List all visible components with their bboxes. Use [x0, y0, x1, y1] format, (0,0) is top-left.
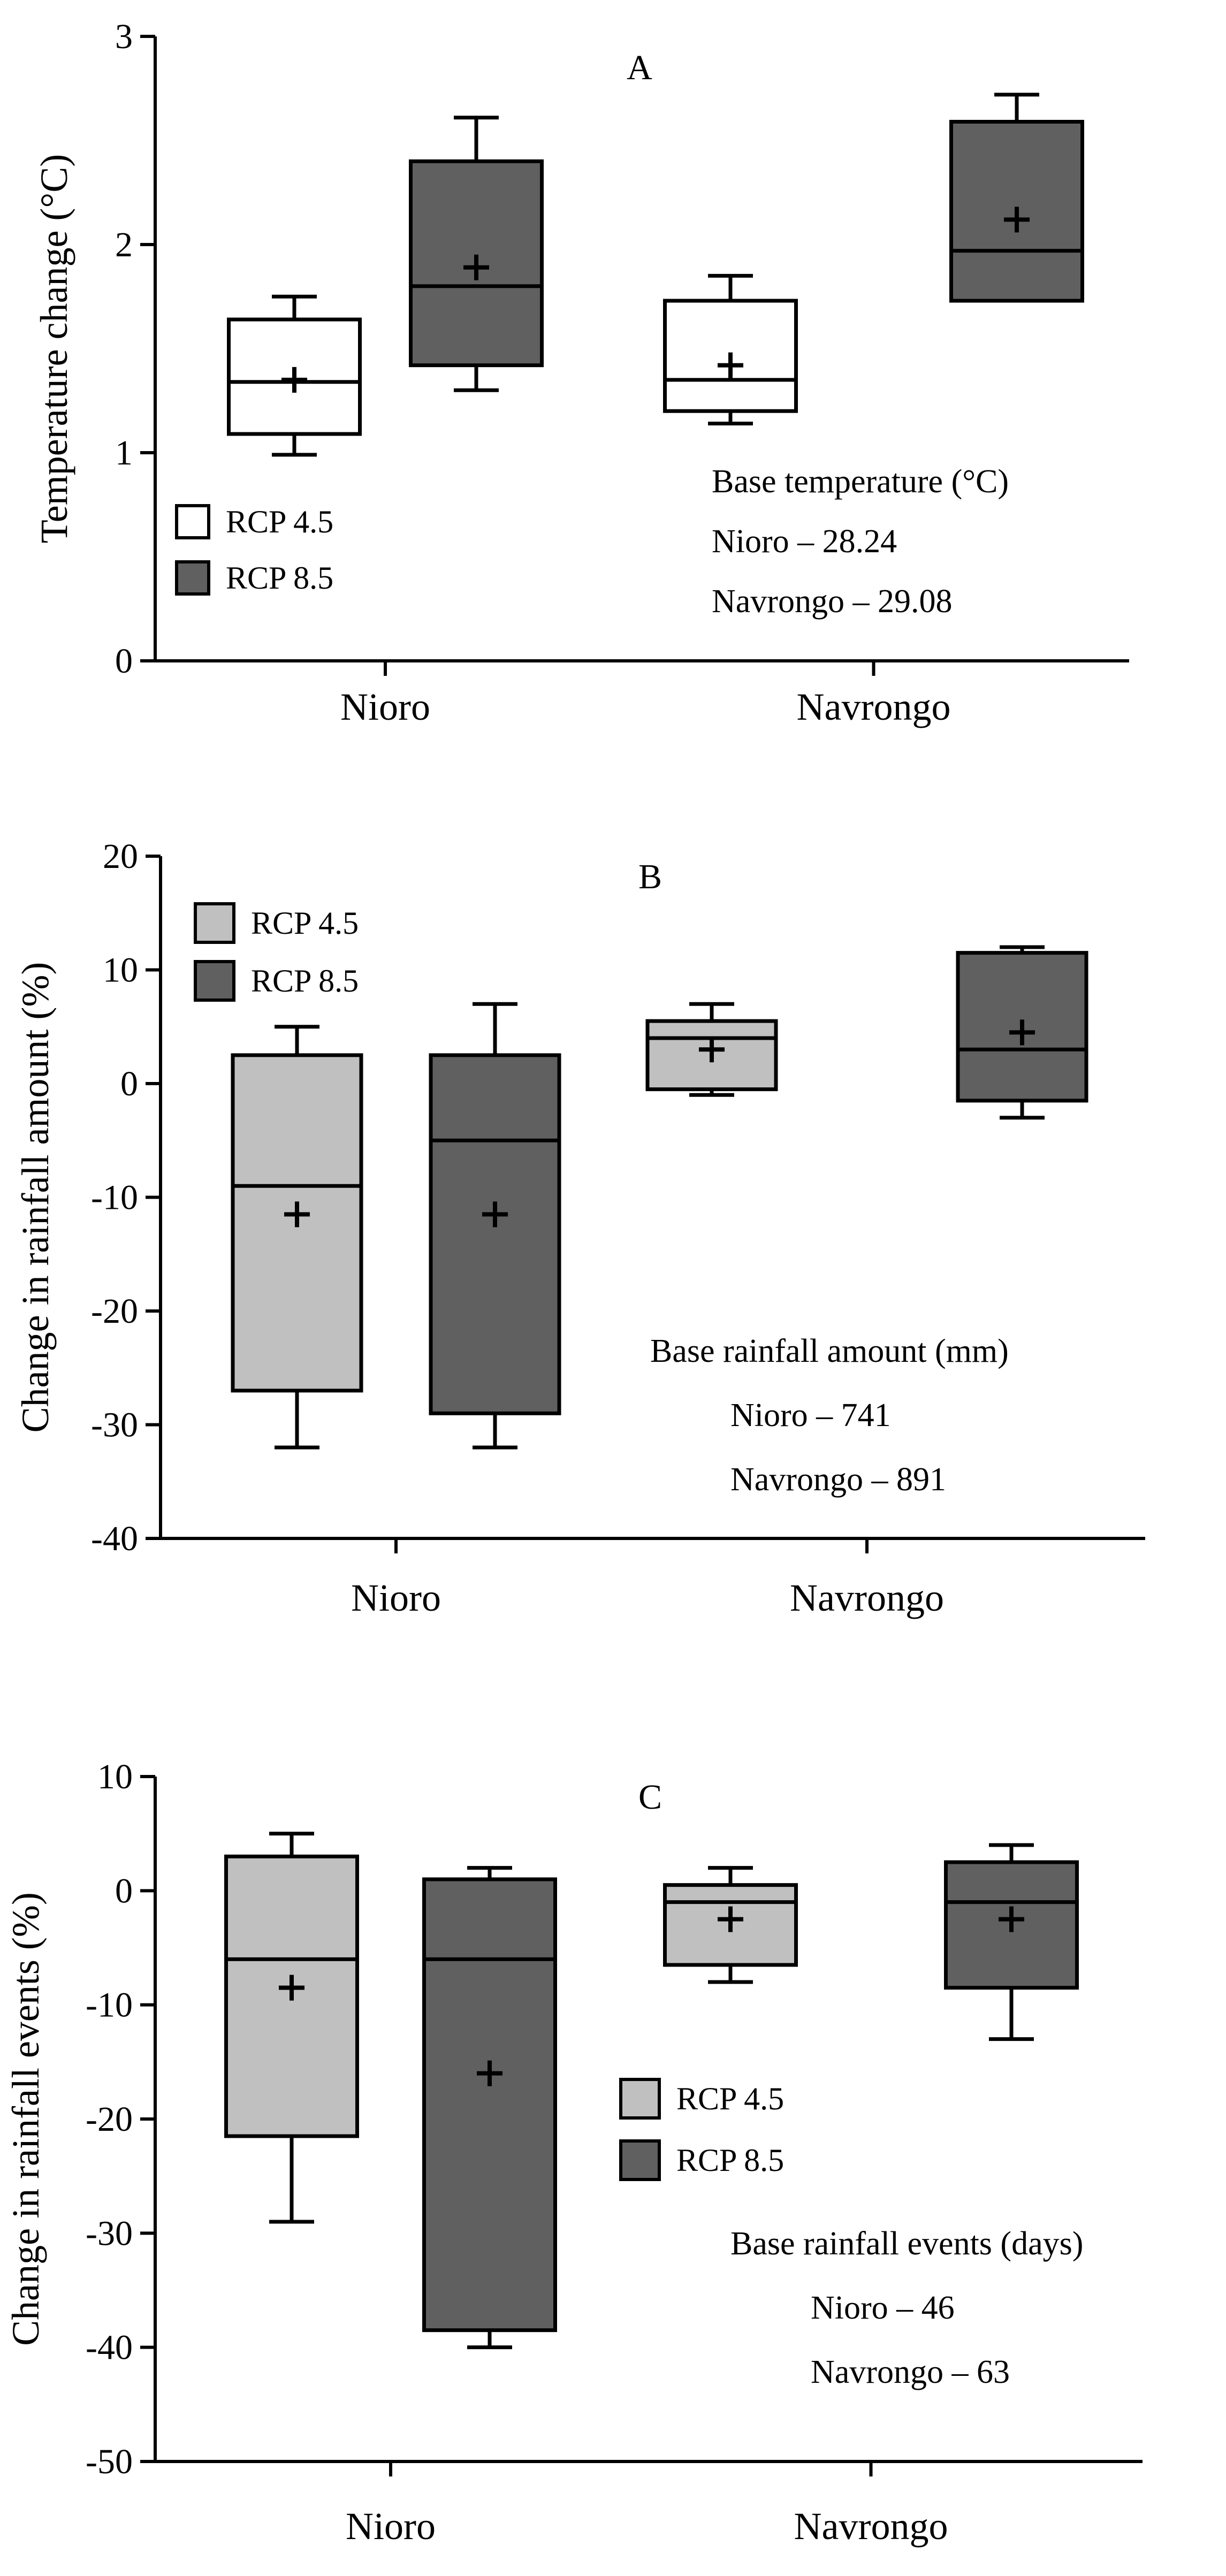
y-tick-label: 2 [115, 225, 133, 264]
y-axis-label: Change in rainfall events (%) [4, 1892, 47, 2346]
y-tick-label: 10 [103, 951, 138, 990]
box-rcp-4-5-navrongo [663, 1866, 798, 1984]
box-rcp-4-5-nioro [224, 1832, 359, 2224]
box-rcp-8-5-nioro [409, 116, 544, 392]
box-iqr [944, 1860, 1079, 1990]
chart-title: B [638, 857, 662, 896]
annotation-line: Nioro – 46 [811, 2290, 955, 2326]
x-tick-label: Navrongo [790, 1576, 944, 1619]
y-tick-label: 0 [120, 1064, 138, 1103]
legend-swatch [619, 2078, 661, 2120]
y-tick-label: 20 [103, 837, 138, 876]
annotation-line: Nioro – 28.24 [712, 523, 897, 560]
annotation-heading: Base rainfall events (days) [730, 2226, 1083, 2262]
y-tick-label: -30 [91, 1406, 138, 1445]
base-annotation: Base temperature (°C) Nioro – 28.24 Navron… [712, 463, 1009, 620]
annotation-line: Navrongo – 891 [730, 1461, 946, 1498]
y-tick-label: -10 [86, 1986, 133, 2025]
box-rcp-8-5-nioro [429, 1002, 561, 1450]
y-tick-label: 3 [115, 17, 133, 56]
box-iqr [429, 1053, 561, 1415]
legend-label: RCP 8.5 [676, 2143, 784, 2178]
y-tick-label: 10 [97, 1757, 133, 1796]
legend: RCP 4.5 RCP 8.5 [619, 2078, 784, 2181]
annotation-line: Nioro – 741 [730, 1397, 891, 1434]
box-rcp-8-5-navrongo [944, 1843, 1079, 2041]
base-annotation: Base rainfall amount (mm) Nioro – 741 Navr… [650, 1333, 1009, 1498]
chart-title: A [627, 48, 652, 87]
legend-swatch [194, 902, 235, 944]
legend-label: RCP 8.5 [251, 963, 359, 999]
chart-panel-c: -50 -40 -30 -20 -10 0 10 Nioro Navrongo Change in… [4, 1757, 1143, 2548]
y-tick-label: -40 [86, 2328, 133, 2367]
box-rcp-4-5-navrongo [645, 1002, 778, 1097]
annotation-heading: Base rainfall amount (mm) [650, 1333, 1009, 1369]
x-tick-label: Navrongo [797, 685, 951, 728]
base-annotation: Base rainfall events (days) Nioro – 46 Nav… [730, 2226, 1083, 2390]
box-iqr [949, 119, 1084, 303]
y-tick-label: 0 [115, 642, 133, 681]
y-tick-label: -50 [86, 2442, 133, 2481]
legend-label: RCP 8.5 [226, 560, 333, 596]
y-tick-label: 0 [115, 1871, 133, 1910]
legend-label: RCP 4.5 [676, 2081, 784, 2116]
y-tick-label: -10 [91, 1178, 138, 1217]
x-tick-label: Nioro [346, 2505, 436, 2548]
x-tick-label: Nioro [351, 1576, 441, 1619]
y-tick-label: -30 [86, 2214, 133, 2253]
chart-title: C [638, 1778, 662, 1817]
y-tick-label: -20 [86, 2100, 133, 2139]
box-iqr [422, 1877, 557, 2333]
box-rcp-4-5-nioro [227, 294, 362, 457]
chart-panel-a: 0 1 2 3 Nioro Navrongo Temperature change (°C)… [33, 17, 1129, 728]
x-tick-label: Navrongo [794, 2505, 948, 2548]
legend-swatch [619, 2139, 661, 2181]
box-rcp-4-5-navrongo [663, 273, 798, 426]
y-tick-label: 1 [115, 433, 133, 472]
legend: RCP 4.5 RCP 8.5 [194, 902, 359, 1002]
annotation-line: Navrongo – 63 [811, 2354, 1010, 2390]
annotation-heading: Base temperature (°C) [712, 463, 1009, 500]
box-rcp-8-5-navrongo [956, 945, 1088, 1120]
box-rcp-8-5-nioro [422, 1866, 557, 2350]
box-iqr [663, 299, 798, 413]
annotation-line: Navrongo – 29.08 [712, 583, 952, 620]
legend: RCP 4.5 RCP 8.5 [175, 504, 333, 596]
y-tick-label: -40 [91, 1519, 138, 1558]
x-tick-label: Nioro [340, 685, 430, 728]
legend-label: RCP 4.5 [251, 905, 359, 941]
legend-label: RCP 4.5 [226, 504, 333, 539]
legend-swatch [175, 560, 210, 596]
box-rcp-8-5-navrongo [949, 93, 1084, 303]
chart-panel-b: -40 -30 -20 -10 0 10 20 Nioro Navrongo Change in … [14, 837, 1145, 1619]
box-rcp-4-5-nioro [231, 1025, 363, 1450]
y-tick-label: -20 [91, 1292, 138, 1331]
legend-swatch [175, 504, 210, 539]
legend-swatch [194, 960, 235, 1002]
y-axis-label: Temperature change (°C) [33, 154, 75, 543]
y-axis-label: Change in rainfall amount (%) [14, 962, 57, 1433]
